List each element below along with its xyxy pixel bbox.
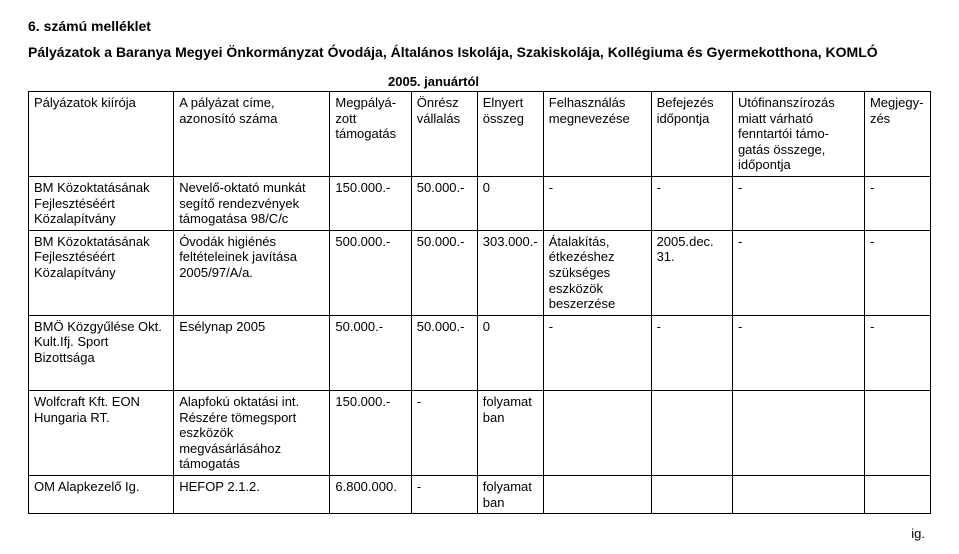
cell-applied-support: 6.800.000.: [330, 475, 411, 513]
cell-postfinancing: -: [732, 315, 864, 368]
cell-title-id: Nevelő-oktató munkát segítő rendezvények…: [174, 176, 330, 230]
col-header-issuer: Pályázatok kiírója: [29, 92, 174, 177]
attachment-number-title: 6. számú melléklet: [28, 18, 931, 34]
col-header-own-contribution: Önrész vállalás: [411, 92, 477, 177]
col-header-completion-date: Befejezés időpontja: [651, 92, 732, 177]
cell-won-amount: 0: [477, 176, 543, 230]
table-header-row: Pályázatok kiírója A pályázat címe, azon…: [29, 92, 931, 177]
cell-postfinancing: [732, 391, 864, 476]
cell-note: -: [864, 176, 930, 230]
cell-won-amount: folyamatban: [477, 391, 543, 476]
page: 6. számú melléklet Pályázatok a Baranya …: [0, 0, 959, 551]
cell-issuer: OM Alapkezelő Ig.: [29, 475, 174, 513]
col-header-applied-support: Megpályá-zott támogatás: [330, 92, 411, 177]
cell-applied-support: 50.000.-: [330, 315, 411, 368]
cell-note: -: [864, 230, 930, 315]
date-from-label: 2005. januártól: [388, 74, 931, 89]
cell-usage: -: [543, 176, 651, 230]
cell-title-id: HEFOP 2.1.2.: [174, 475, 330, 513]
cell-completion-date: [651, 391, 732, 476]
footer-text: ig.: [28, 526, 931, 541]
col-header-won-amount: Elnyert összeg: [477, 92, 543, 177]
cell-issuer: BM Közoktatásának Fejlesztéséért Közalap…: [29, 176, 174, 230]
cell-usage: [543, 475, 651, 513]
table-row: BMÖ Közgyűlése Okt. Kult.Ifj. Sport Bizo…: [29, 315, 931, 368]
cell-own-contribution: -: [411, 475, 477, 513]
col-header-note: Megjegy-zés: [864, 92, 930, 177]
table-spacer-row: [29, 369, 931, 391]
cell-applied-support: 500.000.-: [330, 230, 411, 315]
cell-completion-date: -: [651, 315, 732, 368]
cell-usage: [543, 391, 651, 476]
cell-own-contribution: 50.000.-: [411, 230, 477, 315]
col-header-postfinancing: Utófinanszírozás miatt várható fenntartó…: [732, 92, 864, 177]
cell-completion-date: 2005.dec. 31.: [651, 230, 732, 315]
cell-completion-date: [651, 475, 732, 513]
col-header-title-id: A pályázat címe, azonosító száma: [174, 92, 330, 177]
table-row: Wolfcraft Kft. EON Hungaria RT. Alapfokú…: [29, 391, 931, 476]
cell-usage: Átalakítás, étkezéshez szükséges eszközö…: [543, 230, 651, 315]
cell-applied-support: 150.000.-: [330, 391, 411, 476]
cell-issuer: Wolfcraft Kft. EON Hungaria RT.: [29, 391, 174, 476]
cell-own-contribution: -: [411, 391, 477, 476]
cell-title-id: Esélynap 2005: [174, 315, 330, 368]
col-header-usage: Felhasználás megnevezése: [543, 92, 651, 177]
cell-usage: -: [543, 315, 651, 368]
cell-postfinancing: -: [732, 176, 864, 230]
cell-issuer: BM Közoktatásának Fejlesztéséért Közalap…: [29, 230, 174, 315]
table-row: BM Közoktatásának Fejlesztéséért Közalap…: [29, 176, 931, 230]
cell-issuer: BMÖ Közgyűlése Okt. Kult.Ifj. Sport Bizo…: [29, 315, 174, 368]
cell-own-contribution: 50.000.-: [411, 315, 477, 368]
cell-note: [864, 391, 930, 476]
cell-won-amount: 303.000.-: [477, 230, 543, 315]
cell-applied-support: 150.000.-: [330, 176, 411, 230]
document-title: Pályázatok a Baranya Megyei Önkormányzat…: [28, 44, 931, 60]
cell-note: -: [864, 315, 930, 368]
cell-postfinancing: -: [732, 230, 864, 315]
cell-note: [864, 475, 930, 513]
applications-table: Pályázatok kiírója A pályázat címe, azon…: [28, 91, 931, 514]
table-row: OM Alapkezelő Ig. HEFOP 2.1.2. 6.800.000…: [29, 475, 931, 513]
cell-postfinancing: [732, 475, 864, 513]
cell-title-id: Óvodák higiénés feltételeinek javítása 2…: [174, 230, 330, 315]
cell-won-amount: folyamatban: [477, 475, 543, 513]
table-row: BM Közoktatásának Fejlesztéséért Közalap…: [29, 230, 931, 315]
cell-title-id: Alapfokú oktatási int. Részére tömegspor…: [174, 391, 330, 476]
cell-won-amount: 0: [477, 315, 543, 368]
cell-completion-date: -: [651, 176, 732, 230]
cell-own-contribution: 50.000.-: [411, 176, 477, 230]
